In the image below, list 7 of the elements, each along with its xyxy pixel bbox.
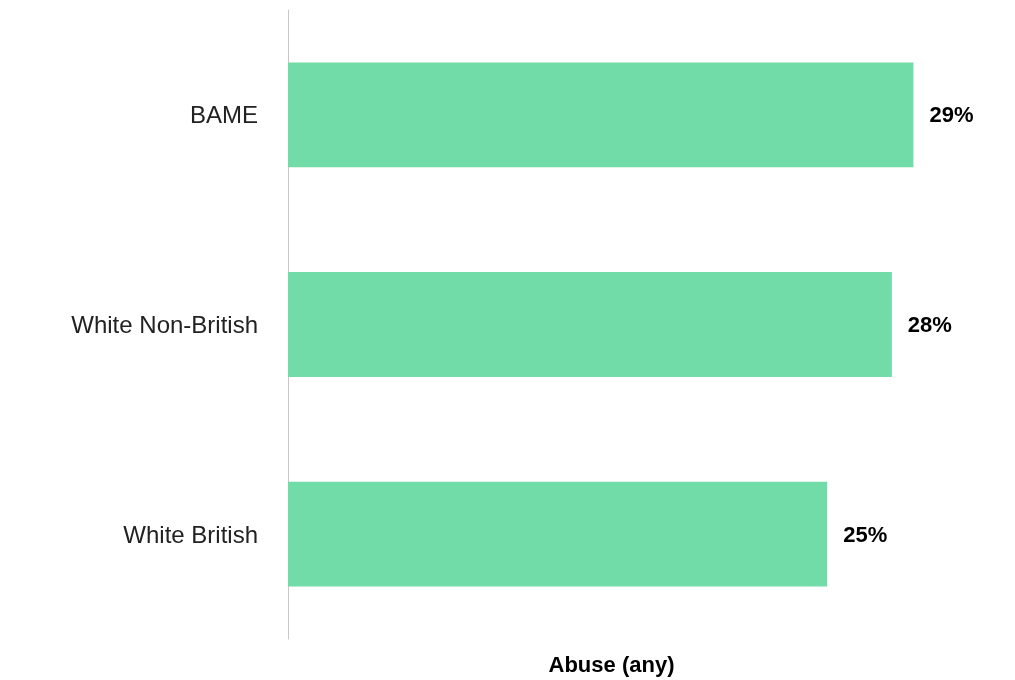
y-tick-label: BAME — [189, 101, 258, 129]
y-tick-label: White Non-British — [71, 311, 258, 338]
x-axis-title: Abuse (any) — [548, 651, 675, 677]
data-label: 25% — [843, 521, 888, 547]
y-tick-label: White British — [123, 520, 258, 548]
data-label: 28% — [907, 312, 952, 337]
data-label: 29% — [929, 102, 974, 128]
